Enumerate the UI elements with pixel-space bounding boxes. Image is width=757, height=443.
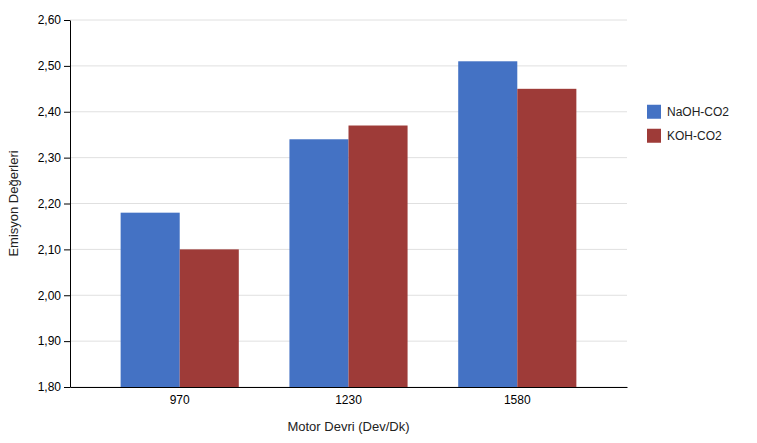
legend: NaOH-CO2 KOH-CO2	[647, 105, 729, 143]
y-axis: 1,80 1,90 2,00 2,10 2,20 2,30 2,40 2,50 2,60	[38, 13, 71, 394]
y-tick-mark	[64, 158, 70, 159]
y-tick-label: 2,20	[38, 197, 62, 211]
y-tick-mark	[64, 112, 70, 113]
x-tick: 1580	[504, 393, 531, 407]
y-tick-label: 2,10	[38, 243, 62, 257]
y-tick: 2,40	[38, 105, 70, 119]
y-tick-mark	[64, 249, 70, 250]
y-tick: 2,00	[38, 289, 70, 303]
y-tick-label: 2,00	[38, 289, 62, 303]
y-tick: 2,50	[38, 59, 70, 73]
y-tick-mark	[64, 387, 70, 388]
bar-series	[180, 89, 577, 387]
y-tick: 2,60	[38, 13, 70, 27]
y-tick: 2,30	[38, 151, 70, 165]
legend-label: KOH-CO2	[667, 129, 722, 143]
x-axis-line	[71, 387, 628, 388]
x-tick-label: 1580	[504, 393, 531, 407]
y-tick-label: 2,60	[38, 13, 62, 27]
y-tick: 1,80	[38, 380, 70, 394]
y-axis-line	[70, 21, 71, 388]
bar	[517, 89, 576, 387]
y-axis-title: Emisyon Değerleri	[6, 150, 21, 256]
legend-swatch	[647, 129, 661, 143]
grid-line	[70, 20, 627, 21]
bar	[289, 139, 348, 387]
y-tick: 1,90	[38, 334, 70, 348]
x-axis-title: Motor Devri (Dev/Dk)	[287, 419, 409, 434]
x-axis: 970 1230 1580	[71, 388, 628, 408]
y-tick-mark	[64, 20, 70, 21]
y-tick-label: 2,40	[38, 105, 62, 119]
y-tick: 2,10	[38, 243, 70, 257]
x-tick: 1230	[335, 393, 362, 407]
y-tick: 2,20	[38, 197, 70, 211]
plot: 970 1230 1580 1,80 1,90 2,00 2,10 2,20 2,30 2,40 2…	[38, 13, 628, 443]
y-tick-mark	[64, 341, 70, 342]
chart: 970 1230 1580 1,80 1,90 2,00 2,10 2,20 2,30 2,40 2…	[0, 0, 757, 443]
bar	[121, 213, 180, 387]
bar-series	[121, 61, 518, 387]
y-tick-label: 1,90	[38, 334, 62, 348]
legend-item: KOH-CO2	[647, 129, 722, 143]
legend-label: NaOH-CO2	[667, 105, 729, 119]
x-tick-label: 970	[170, 393, 190, 407]
bar	[349, 126, 408, 387]
x-tick-label: 1230	[335, 393, 362, 407]
legend-swatch	[647, 105, 661, 119]
y-tick-label: 2,50	[38, 59, 62, 73]
y-tick-mark	[64, 295, 70, 296]
bars	[121, 61, 577, 387]
y-tick-label: 1,80	[38, 380, 62, 394]
bar	[458, 61, 517, 387]
grid-line	[70, 65, 627, 66]
legend-item: NaOH-CO2	[647, 105, 729, 119]
y-tick-label: 2,30	[38, 151, 62, 165]
x-tick: 970	[170, 393, 190, 407]
y-tick-mark	[64, 204, 70, 205]
bar	[180, 249, 239, 387]
y-tick-mark	[64, 66, 70, 67]
